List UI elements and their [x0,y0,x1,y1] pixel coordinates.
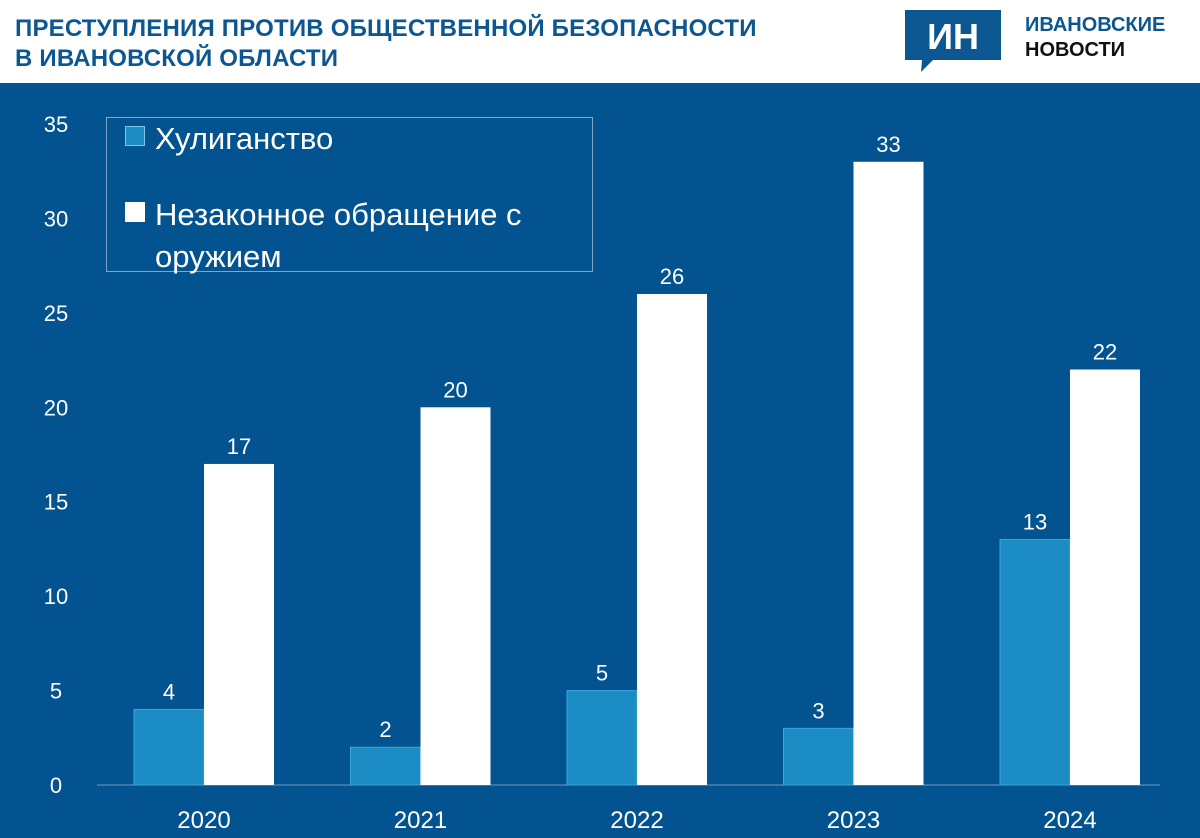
x-tick-label: 2021 [394,807,447,834]
logo-name-line-2: НОВОСТИ [1025,39,1126,61]
y-tick-label: 30 [44,206,68,231]
x-tick-label: 2024 [1043,807,1096,834]
bar-value-label: 13 [1023,509,1047,534]
x-tick-label: 2023 [827,807,880,834]
y-tick-label: 15 [44,490,68,515]
page-title-line-2: В ИВАНОВСКОЙ ОБЛАСТИ [15,45,339,72]
bar-value-label: 5 [596,661,608,686]
bar-hooliganism [783,727,854,786]
y-tick-label: 5 [50,679,62,704]
bar-value-label: 3 [812,698,824,723]
bar-hooliganism [566,690,638,786]
bar-value-label: 17 [227,434,251,459]
legend-swatch-hooliganism [125,126,145,146]
page-title: ПРЕСТУПЛЕНИЯ ПРОТИВ ОБЩЕСТВЕННОЙ БЕЗОПАС… [15,14,875,74]
legend-label-hooliganism: Хулиганство [155,121,334,156]
y-tick-label: 35 [44,112,68,137]
logo-icon: ИН [905,10,1001,72]
bar-weapons [420,407,491,785]
bar-hooliganism [999,538,1071,786]
bar-value-label: 26 [660,264,684,289]
bar-value-label: 20 [443,377,467,402]
legend-item-hooliganism: Хулиганство [125,118,595,160]
y-tick-label: 0 [50,773,62,798]
bar-value-label: 33 [876,132,900,157]
legend: Хулиганство Незаконное обращение с оружи… [106,117,595,274]
chart-area: 0 5 10 15 20 25 30 35 4 17 2020 2 20 2021 5 26 2022 3 33 20… [0,83,1200,838]
y-tick-label: 20 [44,395,68,420]
legend-item-weapons: Незаконное обращение с оружием [125,194,595,278]
bar-value-label: 22 [1093,340,1117,365]
bar-weapons [204,463,274,785]
bar-chart: 0510152025303541720202202021526202233320… [44,112,1160,834]
bar-hooliganism [133,708,205,786]
logo-name-line-1: ИВАНОВСКИЕ [1025,14,1166,36]
header: ПРЕСТУПЛЕНИЯ ПРОТИВ ОБЩЕСТВЕННОЙ БЕЗОПАС… [0,0,1200,83]
bar-weapons [1070,369,1140,785]
logo-mark-text: ИН [927,16,979,57]
logo-wordmark: ИВАНОВСКИЕ НОВОСТИ [1025,13,1165,63]
y-tick-label: 10 [44,584,68,609]
legend-swatch-weapons [125,202,145,222]
bar-value-label: 4 [163,679,175,704]
legend-label-weapons: Незаконное обращение с оружием [155,197,522,274]
bar-weapons [637,293,707,785]
page-title-line-1: ПРЕСТУПЛЕНИЯ ПРОТИВ ОБЩЕСТВЕННОЙ БЕЗОПАС… [15,15,757,42]
x-tick-label: 2020 [177,807,230,834]
bar-hooliganism [350,746,421,786]
x-tick-label: 2022 [610,807,663,834]
bar-value-label: 2 [379,717,391,742]
y-tick-label: 25 [44,301,68,326]
bar-weapons [853,161,924,785]
